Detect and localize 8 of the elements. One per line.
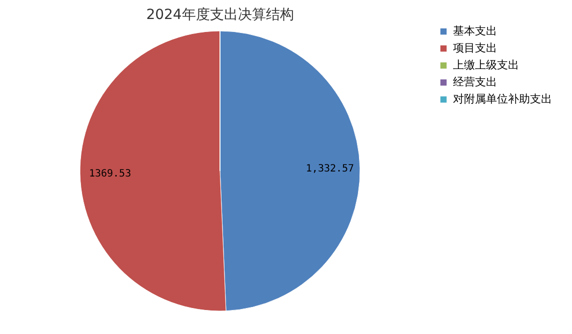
- legend-label: 经营支出: [453, 76, 497, 88]
- data-label: 1,332.57: [306, 164, 354, 175]
- data-label: 1369.53: [88, 168, 132, 180]
- legend-label: 项目支出: [453, 42, 497, 54]
- chart-title: 2024年度支出决算结构: [146, 7, 294, 23]
- legend-label: 基本支出: [453, 24, 497, 38]
- legend-label: 上缴上级支出: [453, 58, 519, 72]
- legend-label: 对附属单位补助支出: [453, 92, 552, 106]
